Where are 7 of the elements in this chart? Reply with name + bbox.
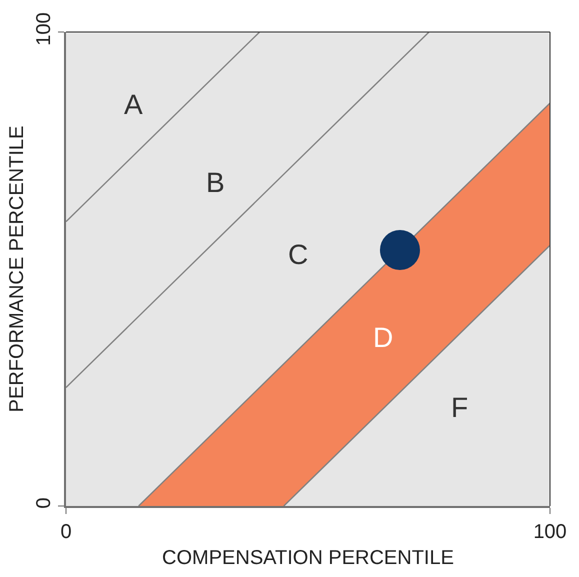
annotation: F — [451, 392, 468, 423]
x-axis-title: COMPENSATION PERCENTILE — [162, 547, 454, 569]
annotation: B — [206, 167, 225, 198]
annotation: D — [373, 322, 394, 353]
annotation: C — [288, 239, 308, 270]
y-axis-title: PERFORMANCE PERCENTILE — [6, 126, 28, 412]
annotation: A — [124, 89, 143, 120]
